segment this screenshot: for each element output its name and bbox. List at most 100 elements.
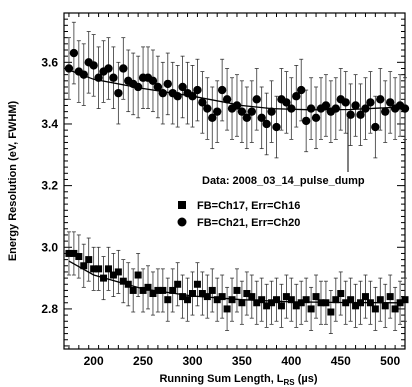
data-point-square [65, 249, 73, 257]
data-point-circle [356, 110, 365, 119]
data-point-circle [213, 107, 222, 116]
x-axis-title-main: Running Sum Length, L [159, 373, 283, 385]
data-point-square [238, 299, 246, 307]
data-point-square [139, 286, 147, 294]
data-point-circle [104, 64, 113, 73]
data-point-square [104, 265, 112, 273]
data-point-square [391, 305, 399, 313]
data-point-circle [119, 64, 128, 73]
data-point-circle [341, 98, 350, 107]
data-point-circle [252, 95, 261, 104]
data-point-square [85, 256, 93, 264]
data-point-square [332, 296, 340, 304]
data-point-square [70, 249, 78, 257]
y-tick-label: 3.4 [41, 117, 58, 131]
data-point-square [164, 296, 172, 304]
data-point-square [268, 299, 276, 307]
data-point-square [169, 286, 177, 294]
x-tick-label: 400 [281, 354, 301, 368]
data-point-circle [306, 104, 316, 113]
data-point-square [381, 302, 389, 310]
x-tick-label: 300 [182, 354, 202, 368]
data-point-circle [351, 101, 360, 110]
data-point-circle [346, 110, 355, 119]
data-point-circle [292, 92, 301, 101]
data-point-circle [94, 73, 103, 82]
data-point-circle [272, 122, 281, 132]
data-point-square [352, 302, 360, 310]
data-point-circle [237, 107, 247, 116]
data-point-square [174, 280, 182, 288]
data-point-circle [311, 113, 321, 123]
data-point-circle [178, 82, 187, 92]
marker-layer [64, 48, 410, 316]
data-point-square [159, 286, 167, 294]
data-point-circle [262, 119, 271, 129]
legend-marker-square [178, 201, 186, 209]
data-point-circle [232, 101, 242, 110]
data-point-square [317, 299, 325, 307]
data-point-circle [217, 85, 227, 95]
data-point-circle [371, 122, 380, 132]
data-point-circle [381, 107, 390, 116]
x-axis-title: Running Sum Length, LRS (µs) [159, 373, 317, 387]
y-tick-label: 3.0 [41, 240, 58, 254]
data-point-circle [247, 107, 256, 116]
data-point-square [327, 308, 335, 316]
data-point-circle [287, 104, 296, 113]
data-point-circle [385, 98, 395, 107]
data-point-circle [376, 95, 385, 104]
data-point-square [114, 268, 122, 276]
x-tick-label: 250 [133, 354, 153, 368]
data-point-square [188, 290, 196, 298]
data-point-circle [163, 79, 172, 89]
data-point-square [119, 277, 127, 285]
data-point-circle [188, 92, 197, 101]
data-point-circle [89, 61, 98, 70]
data-point-square [292, 302, 300, 310]
data-point-circle [153, 82, 163, 92]
y-axis-title: Energy Resolution (eV, FWHM) [7, 101, 19, 262]
data-annotation: Data: 2008_03_14_pulse_dump [202, 175, 365, 187]
data-point-square [376, 296, 384, 304]
data-point-square [184, 296, 192, 304]
data-point-square [95, 265, 103, 273]
data-point-square [75, 253, 83, 261]
data-point-square [233, 286, 241, 294]
data-point-circle [79, 70, 88, 79]
legend-label: FB=Ch21, Err=Ch20 [197, 217, 300, 229]
data-point-square [361, 293, 369, 301]
data-point-circle [69, 48, 79, 58]
y-tick-label: 3.6 [41, 55, 58, 69]
data-point-square [100, 274, 108, 282]
data-point-square [80, 262, 88, 270]
data-point-square [134, 271, 142, 279]
data-point-circle [282, 98, 291, 107]
data-point-square [277, 302, 285, 310]
data-point-square [357, 299, 365, 307]
data-point-square [366, 299, 374, 307]
data-point-square [223, 305, 231, 313]
data-point-square [248, 293, 256, 301]
plot-frame [63, 12, 406, 350]
x-axis-title-subscript: RS [284, 378, 296, 387]
data-point-square [258, 296, 266, 304]
data-point-circle [297, 85, 306, 95]
data-point-square [322, 299, 330, 307]
data-point-square [154, 286, 162, 294]
data-point-square [307, 305, 315, 313]
data-point-circle [133, 82, 143, 92]
data-point-square [386, 293, 394, 301]
data-point-square [347, 296, 355, 304]
data-point-circle [321, 101, 331, 110]
data-point-circle [198, 98, 207, 107]
ticks-layer: 200 250 300 350 400 450 500 2.8 3.0 3.2 3.4 3.6 [41, 12, 405, 368]
data-point-circle [158, 88, 168, 98]
data-point-square [208, 286, 216, 294]
data-point-square [302, 296, 310, 304]
data-point-circle [193, 85, 202, 95]
data-point-circle [267, 107, 276, 116]
data-point-square [263, 302, 271, 310]
data-point-square [253, 299, 261, 307]
